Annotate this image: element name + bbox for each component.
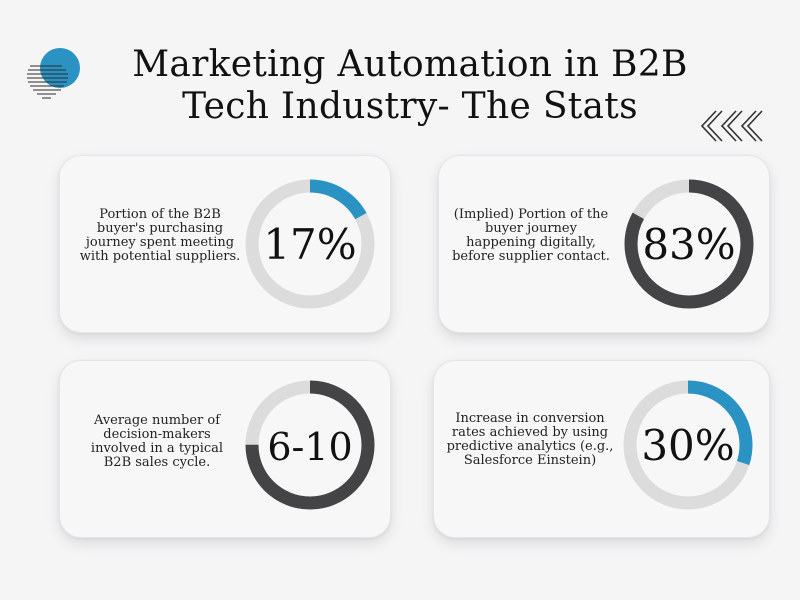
title-line-2: Tech Industry- The Stats (182, 86, 638, 127)
page-title: Marketing Automation in B2B Tech Industr… (110, 44, 710, 128)
triple-chevron-left-icon (700, 110, 763, 142)
stat-description-line: journey spent meeting (85, 235, 235, 250)
donut-fill-arc (623, 380, 753, 510)
stat-value: 17% (263, 220, 356, 269)
donut-fill-arc (624, 179, 754, 309)
stat-description-line: buyer journey (485, 221, 577, 236)
stat-description-line: before supplier contact. (452, 249, 610, 264)
stat-description: (Implied) Portion of the buyer journey h… (441, 208, 621, 264)
stat-description-line: involved in a typical (90, 441, 224, 456)
stat-card-purchasing-journey: Portion of the B2B buyer's purchasing jo… (59, 155, 391, 333)
stat-description-line: Salesforce Einstein) (463, 453, 597, 468)
stat-description: Average number of decision-makers involv… (72, 414, 242, 470)
stat-description: Portion of the B2B buyer's purchasing jo… (70, 208, 250, 264)
stat-description-line: decision-makers (103, 427, 211, 442)
stat-description-line: with potential suppliers. (79, 249, 241, 264)
stat-description-line: rates achieved by using (451, 425, 609, 440)
stat-description-line: B2B sales cycle. (103, 455, 211, 470)
stat-description-line: (Implied) Portion of the (453, 207, 609, 222)
stat-description-line: happening digitally, (466, 235, 596, 250)
stat-description-line: buyer's purchasing (96, 221, 224, 236)
stat-donut-chart: 83% (624, 179, 754, 309)
donut-fill-arc (245, 380, 375, 510)
stat-value: 6-10 (267, 425, 352, 469)
stat-value: 30% (641, 421, 734, 470)
stat-description-line: Portion of the B2B (99, 207, 221, 222)
stat-value: 83% (642, 220, 735, 269)
stat-card-conversion-rates: Increase in conversion rates achieved by… (433, 360, 770, 538)
stat-donut-chart: 30% (623, 380, 753, 510)
stat-card-digital-journey: (Implied) Portion of the buyer journey h… (438, 155, 770, 333)
striped-circle-logo-icon (27, 48, 80, 99)
stat-description-line: Increase in conversion (455, 411, 605, 426)
donut-fill-arc (245, 179, 375, 309)
stat-description: Increase in conversion rates achieved by… (440, 412, 620, 468)
stat-description-line: predictive analytics (e.g., (446, 439, 614, 454)
title-line-1: Marketing Automation in B2B (132, 44, 688, 85)
stat-description-line: Average number of (93, 413, 221, 428)
stat-donut-chart: 17% (245, 179, 375, 309)
stat-donut-chart: 6-10 (245, 380, 375, 510)
stat-card-decision-makers: Average number of decision-makers involv… (59, 360, 391, 538)
